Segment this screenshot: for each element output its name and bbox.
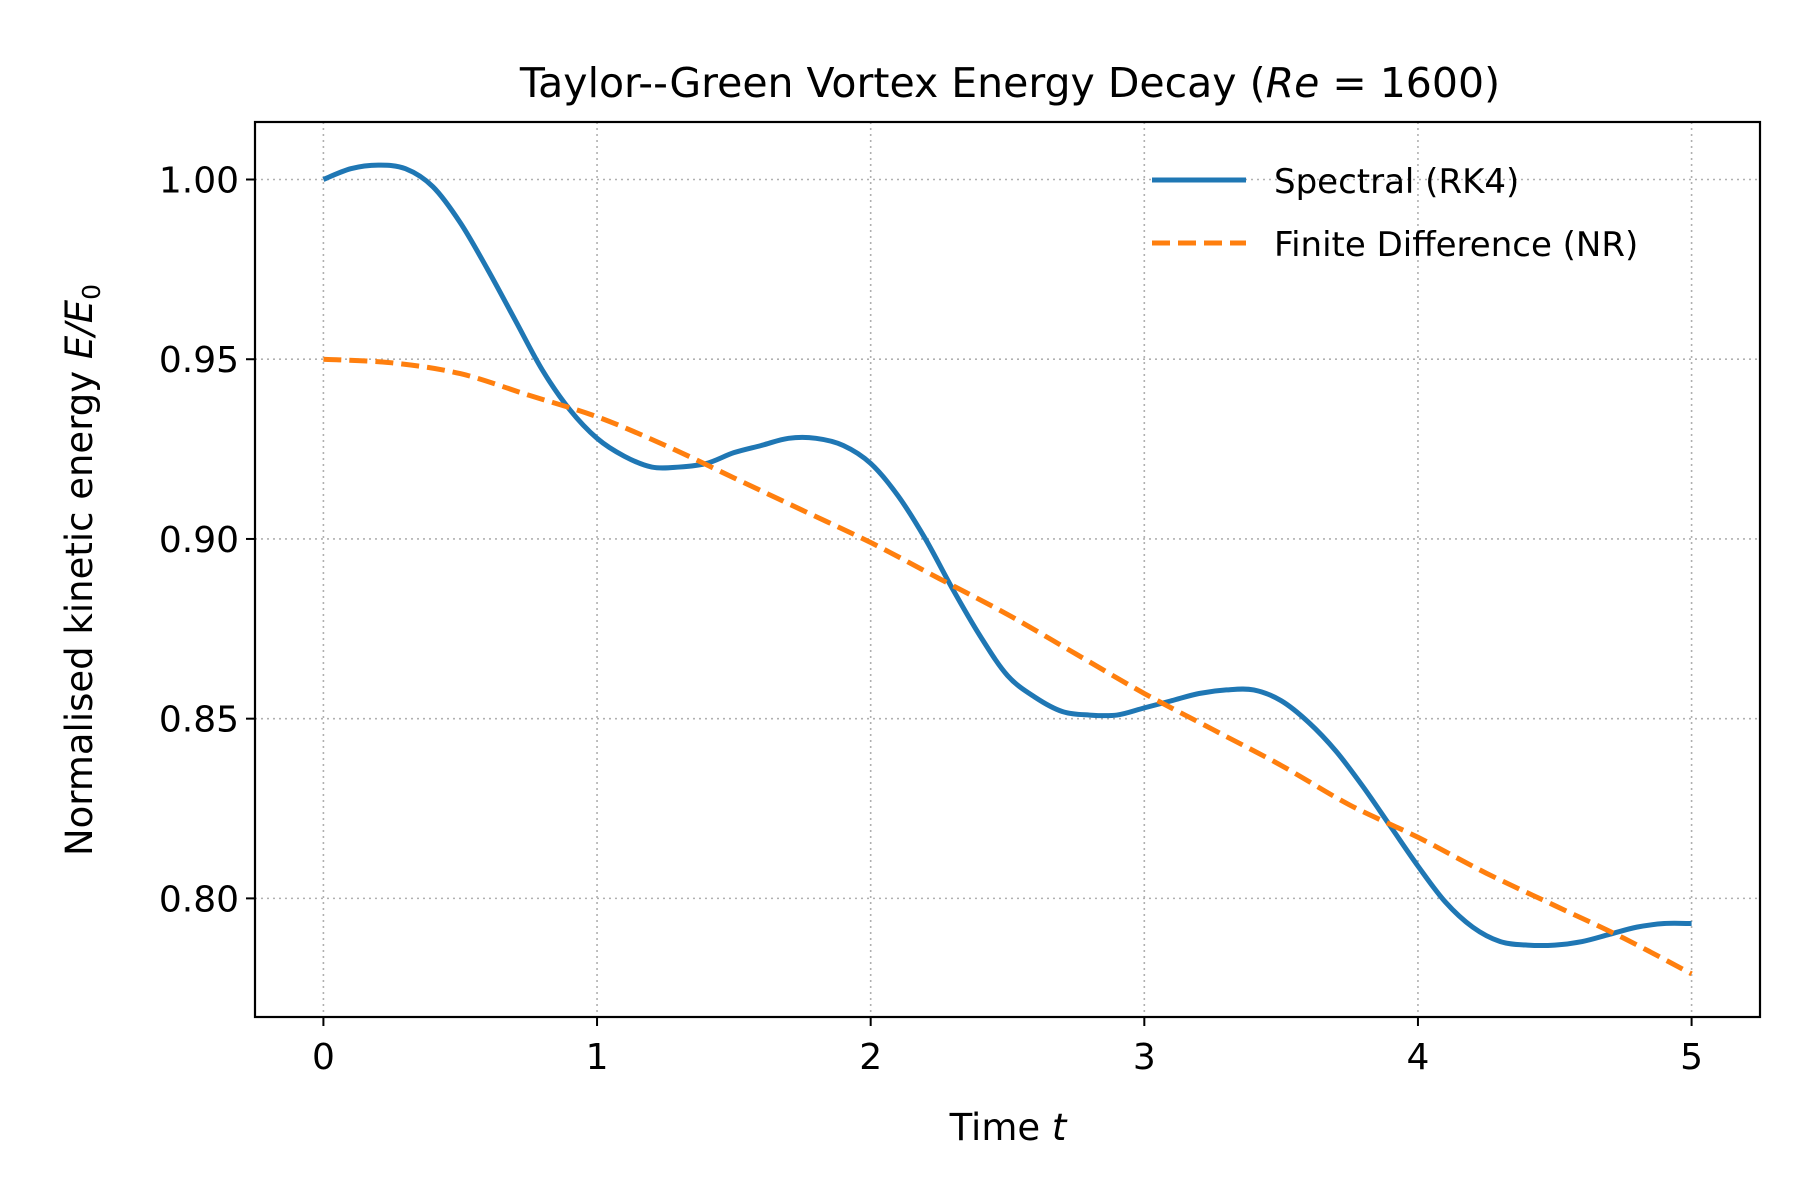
grid <box>255 122 1760 1017</box>
legend-label-finite-difference: Finite Difference (NR) <box>1274 225 1638 265</box>
y-axis-ticks: 0.80 0.85 0.90 0.95 1.00 <box>159 161 255 920</box>
x-tick-label: 1 <box>586 1037 609 1078</box>
chart-title: Taylor--Green Vortex Energy Decay (Re = … <box>519 59 1500 107</box>
legend-label-spectral: Spectral (RK4) <box>1274 162 1519 202</box>
x-axis-label: Time t <box>949 1106 1068 1149</box>
y-tick-label: 0.85 <box>159 700 239 741</box>
x-tick-label: 2 <box>859 1037 882 1078</box>
y-tick-label: 1.00 <box>159 161 239 202</box>
x-axis-ticks: 0 1 2 3 4 5 <box>312 1017 1703 1078</box>
y-tick-label: 0.90 <box>159 520 239 561</box>
plot-frame <box>253 120 1762 1019</box>
y-tick-label: 0.80 <box>159 879 239 920</box>
legend: Spectral (RK4) Finite Difference (NR) <box>1152 162 1638 265</box>
series-layer <box>322 162 1693 977</box>
x-tick-label: 3 <box>1133 1037 1156 1078</box>
x-tick-label: 5 <box>1680 1037 1703 1078</box>
x-tick-label: 0 <box>312 1037 335 1078</box>
x-tick-label: 4 <box>1407 1037 1430 1078</box>
y-axis-label: Normalised kinetic energy E/E0 <box>58 284 106 856</box>
series-line-finite-difference <box>323 356 1693 977</box>
y-tick-label: 0.95 <box>159 340 239 381</box>
series-line-spectral <box>322 162 1692 949</box>
